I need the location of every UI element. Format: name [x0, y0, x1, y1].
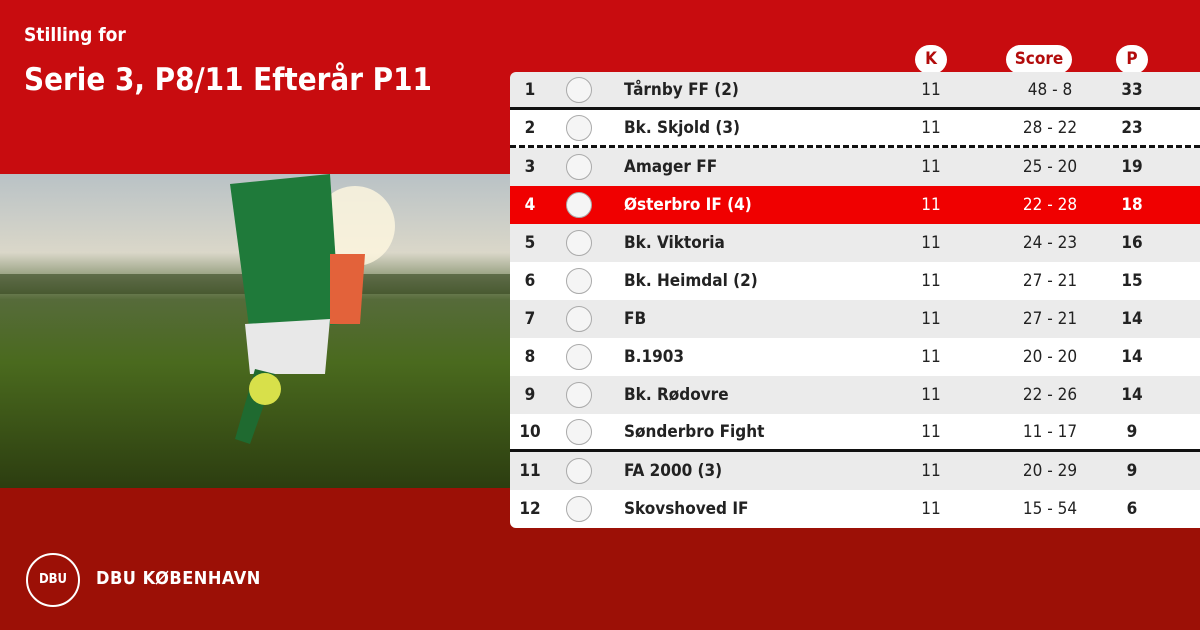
subtitle: Stilling for: [24, 24, 126, 46]
table-row[interactable]: 6 Bk. Heimdal (2) 11 27 - 21 15: [510, 262, 1200, 300]
team-logo-icon: [566, 418, 592, 445]
score: 20 - 29: [1022, 461, 1078, 481]
points: 33: [1121, 79, 1143, 100]
team-logo-icon: [566, 458, 592, 484]
team-logo-icon: [566, 192, 592, 218]
points: 9: [1126, 421, 1138, 442]
points: 14: [1121, 309, 1143, 329]
matches-played: 11: [921, 233, 941, 253]
football-photo: [0, 174, 510, 488]
team-name: Bk. Viktoria: [624, 233, 725, 253]
matches-played: 11: [921, 461, 941, 481]
table-row[interactable]: 5 Bk. Viktoria 11 24 - 23 16: [510, 224, 1200, 262]
team-logo-icon: [566, 154, 592, 180]
score: 22 - 28: [1022, 195, 1078, 215]
team-name: Tårnby FF (2): [624, 79, 739, 100]
table-row[interactable]: 2 Bk. Skjold (3) 11 28 - 22 23: [510, 110, 1200, 148]
team-name: Sønderbro Fight: [624, 421, 765, 442]
team-name: FA 2000 (3): [624, 461, 723, 481]
photo-illustration: [0, 174, 510, 444]
table-row[interactable]: 7 FB 11 27 - 21 14: [510, 300, 1200, 338]
team-logo-icon: [566, 306, 592, 332]
table-row[interactable]: 4 Østerbro IF (4) 11 22 - 28 18: [510, 186, 1200, 224]
column-header-p: P: [1116, 45, 1148, 74]
matches-played: 11: [921, 347, 941, 367]
team-name: Skovshoved IF: [624, 499, 749, 519]
brand-name: DBU KØBENHAVN: [96, 568, 261, 589]
score: 27 - 21: [1022, 271, 1078, 291]
points: 9: [1126, 461, 1138, 481]
points: 14: [1121, 385, 1143, 405]
position: 3: [524, 157, 536, 177]
matches-played: 11: [921, 421, 941, 442]
team-logo-icon: [566, 344, 592, 370]
page-title: Serie 3, P8/11 Efterår P11: [24, 62, 432, 98]
team-logo-icon: [566, 268, 592, 294]
team-logo-icon: [566, 496, 592, 522]
table-row[interactable]: 1 Tårnby FF (2) 11 48 - 8 33: [510, 72, 1200, 110]
team-logo-icon: [566, 76, 592, 103]
standings-table: 1 Tårnby FF (2) 11 48 - 8 33 2 Bk. Skjold…: [510, 72, 1200, 528]
position: 5: [524, 233, 536, 253]
matches-played: 11: [921, 79, 941, 100]
position: 9: [524, 385, 536, 405]
points: 16: [1121, 233, 1143, 253]
dbu-logo: DBU: [26, 553, 80, 607]
position: 6: [524, 271, 536, 291]
points: 6: [1126, 499, 1138, 519]
team-name: Amager FF: [624, 157, 718, 177]
score: 27 - 21: [1022, 309, 1078, 329]
score: 20 - 20: [1022, 347, 1078, 367]
team-name: B.1903: [624, 347, 685, 367]
matches-played: 11: [921, 499, 941, 519]
position: 4: [524, 195, 536, 215]
matches-played: 11: [921, 195, 941, 215]
score: 11 - 17: [1022, 421, 1078, 442]
score: 28 - 22: [1022, 117, 1078, 138]
score: 48 - 8: [1027, 79, 1073, 100]
matches-played: 11: [921, 309, 941, 329]
points: 19: [1121, 157, 1143, 177]
points: 23: [1121, 117, 1143, 138]
team-name: Bk. Heimdal (2): [624, 271, 758, 291]
team-name: Bk. Skjold (3): [624, 117, 741, 138]
column-header-k: K: [915, 45, 947, 74]
table-row[interactable]: 11 FA 2000 (3) 11 20 - 29 9: [510, 452, 1200, 490]
position: 12: [519, 499, 541, 519]
position: 11: [519, 461, 541, 481]
score: 22 - 26: [1022, 385, 1078, 405]
position: 2: [524, 117, 536, 138]
score: 24 - 23: [1022, 233, 1078, 253]
team-logo-icon: [566, 114, 592, 141]
team-name: FB: [624, 309, 647, 329]
position: 7: [524, 309, 536, 329]
points: 14: [1121, 347, 1143, 367]
matches-played: 11: [921, 271, 941, 291]
matches-played: 11: [921, 385, 941, 405]
table-row[interactable]: 9 Bk. Rødovre 11 22 - 26 14: [510, 376, 1200, 414]
team-logo-icon: [566, 382, 592, 408]
table-row[interactable]: 12 Skovshoved IF 11 15 - 54 6: [510, 490, 1200, 528]
table-row[interactable]: 10 Sønderbro Fight 11 11 - 17 9: [510, 414, 1200, 452]
points: 18: [1121, 195, 1143, 215]
position: 1: [524, 79, 536, 100]
team-name: Østerbro IF (4): [624, 195, 752, 215]
score: 15 - 54: [1022, 499, 1078, 519]
table-row[interactable]: 3 Amager FF 11 25 - 20 19: [510, 148, 1200, 186]
team-logo-icon: [566, 230, 592, 256]
position: 10: [519, 421, 541, 442]
table-row[interactable]: 8 B.1903 11 20 - 20 14: [510, 338, 1200, 376]
points: 15: [1121, 271, 1143, 291]
team-name: Bk. Rødovre: [624, 385, 729, 405]
score: 25 - 20: [1022, 157, 1078, 177]
matches-played: 11: [921, 117, 941, 138]
column-header-score: Score: [1006, 45, 1072, 74]
position: 8: [524, 347, 536, 367]
matches-played: 11: [921, 157, 941, 177]
